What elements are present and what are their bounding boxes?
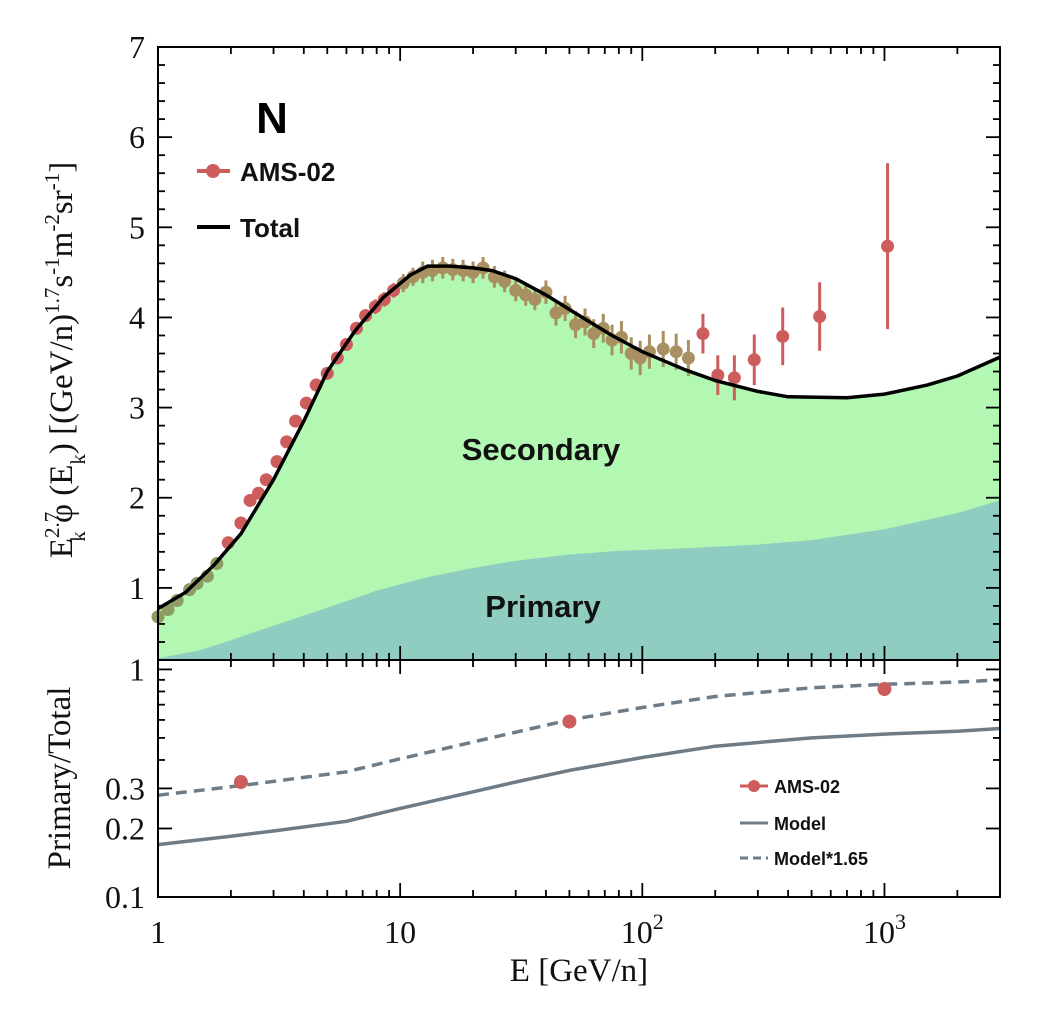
upper-y-axis-title: E2.7k φ (Ek) [(GeV/n)1.7s-1m-2sr-1]	[40, 162, 90, 558]
upper-lines	[157, 264, 1001, 611]
ams02-point	[509, 283, 523, 297]
secondary-region-label: Secondary	[462, 432, 621, 467]
ams02-point	[727, 371, 741, 385]
ams02-point	[696, 327, 710, 341]
x-tick-label: 103	[863, 909, 906, 950]
model-scaled-line	[157, 678, 1001, 797]
upper-y-tick-label: 3	[129, 390, 145, 426]
upper-panel: 1 2 3 4 5 6 7 N AMS-02 Total Secondary Primary…	[40, 29, 1001, 661]
ams02-point	[881, 239, 895, 253]
ams02-point	[747, 353, 761, 367]
upper-y-tick-label: 4	[129, 299, 145, 335]
legend-ams02-label: AMS-02	[240, 157, 335, 187]
upper-y-tick-label: 6	[129, 119, 145, 155]
lower-panel: 0.1 0.2 0.3 1 1 10 102 103 AMS-02 Model Model*…	[42, 651, 1001, 989]
legend-total-label: Total	[240, 213, 300, 243]
total-line	[157, 264, 1001, 611]
ratio-ams02-point	[562, 714, 577, 729]
lower-legend: AMS-02 Model Model*1.65	[740, 777, 868, 869]
upper-y-tick-label: 1	[129, 570, 145, 606]
upper-y-tick-labels: 1 2 3 4 5 6 7	[129, 29, 145, 606]
lower-y-tick-label: 1	[129, 651, 145, 687]
lower-y-tick-label: 0.2	[105, 810, 145, 846]
ams02-point	[289, 414, 303, 428]
legend-ratio-ams02-label: AMS-02	[774, 777, 840, 797]
upper-y-tick-label: 7	[129, 29, 145, 65]
legend-model-label: Model	[774, 814, 826, 834]
ams02-point	[669, 345, 683, 359]
ams02-point	[528, 292, 542, 306]
lower-lines	[157, 678, 1001, 847]
ams02-point	[776, 329, 790, 343]
ratio-ams02-point	[877, 682, 892, 697]
x-tick-label: 10	[384, 914, 416, 950]
ams02-point	[656, 342, 670, 356]
legend-ams02-marker	[206, 164, 220, 178]
lower-y-axis-title: Primary/Total	[42, 687, 78, 870]
legend-ratio-ams02-marker	[748, 780, 760, 792]
primary-area	[158, 500, 1000, 660]
lower-plot-frame	[157, 659, 1001, 898]
ams02-point	[587, 327, 601, 341]
lower-y-tick-labels: 0.1 0.2 0.3 1	[105, 651, 145, 915]
x-tick-label: 1	[150, 914, 166, 950]
primary-region-label: Primary	[485, 589, 601, 624]
legend-model-scaled-label: Model*1.65	[774, 849, 868, 869]
upper-area-fills	[158, 266, 1000, 660]
lower-y-tick-label: 0.3	[105, 770, 145, 806]
model-line	[157, 726, 1001, 847]
ams02-point	[711, 368, 725, 382]
x-tick-label: 102	[621, 909, 664, 950]
ratio-ams02-point	[233, 775, 248, 790]
ams02-point	[681, 351, 695, 365]
lower-y-tick-label: 0.1	[105, 879, 145, 915]
element-label: N	[256, 94, 288, 143]
lower-data-points	[233, 682, 892, 790]
upper-y-tick-label: 2	[129, 480, 145, 516]
upper-legend: AMS-02 Total	[197, 157, 335, 243]
ams02-point	[813, 310, 827, 324]
ams02-point	[243, 493, 257, 507]
ams02-point	[498, 274, 512, 288]
upper-y-tick-label: 5	[129, 209, 145, 245]
ams02-point	[633, 351, 647, 365]
x-tick-labels: 1 10 102 103	[150, 909, 906, 950]
x-axis-title: E [GeV/n]	[510, 953, 648, 989]
